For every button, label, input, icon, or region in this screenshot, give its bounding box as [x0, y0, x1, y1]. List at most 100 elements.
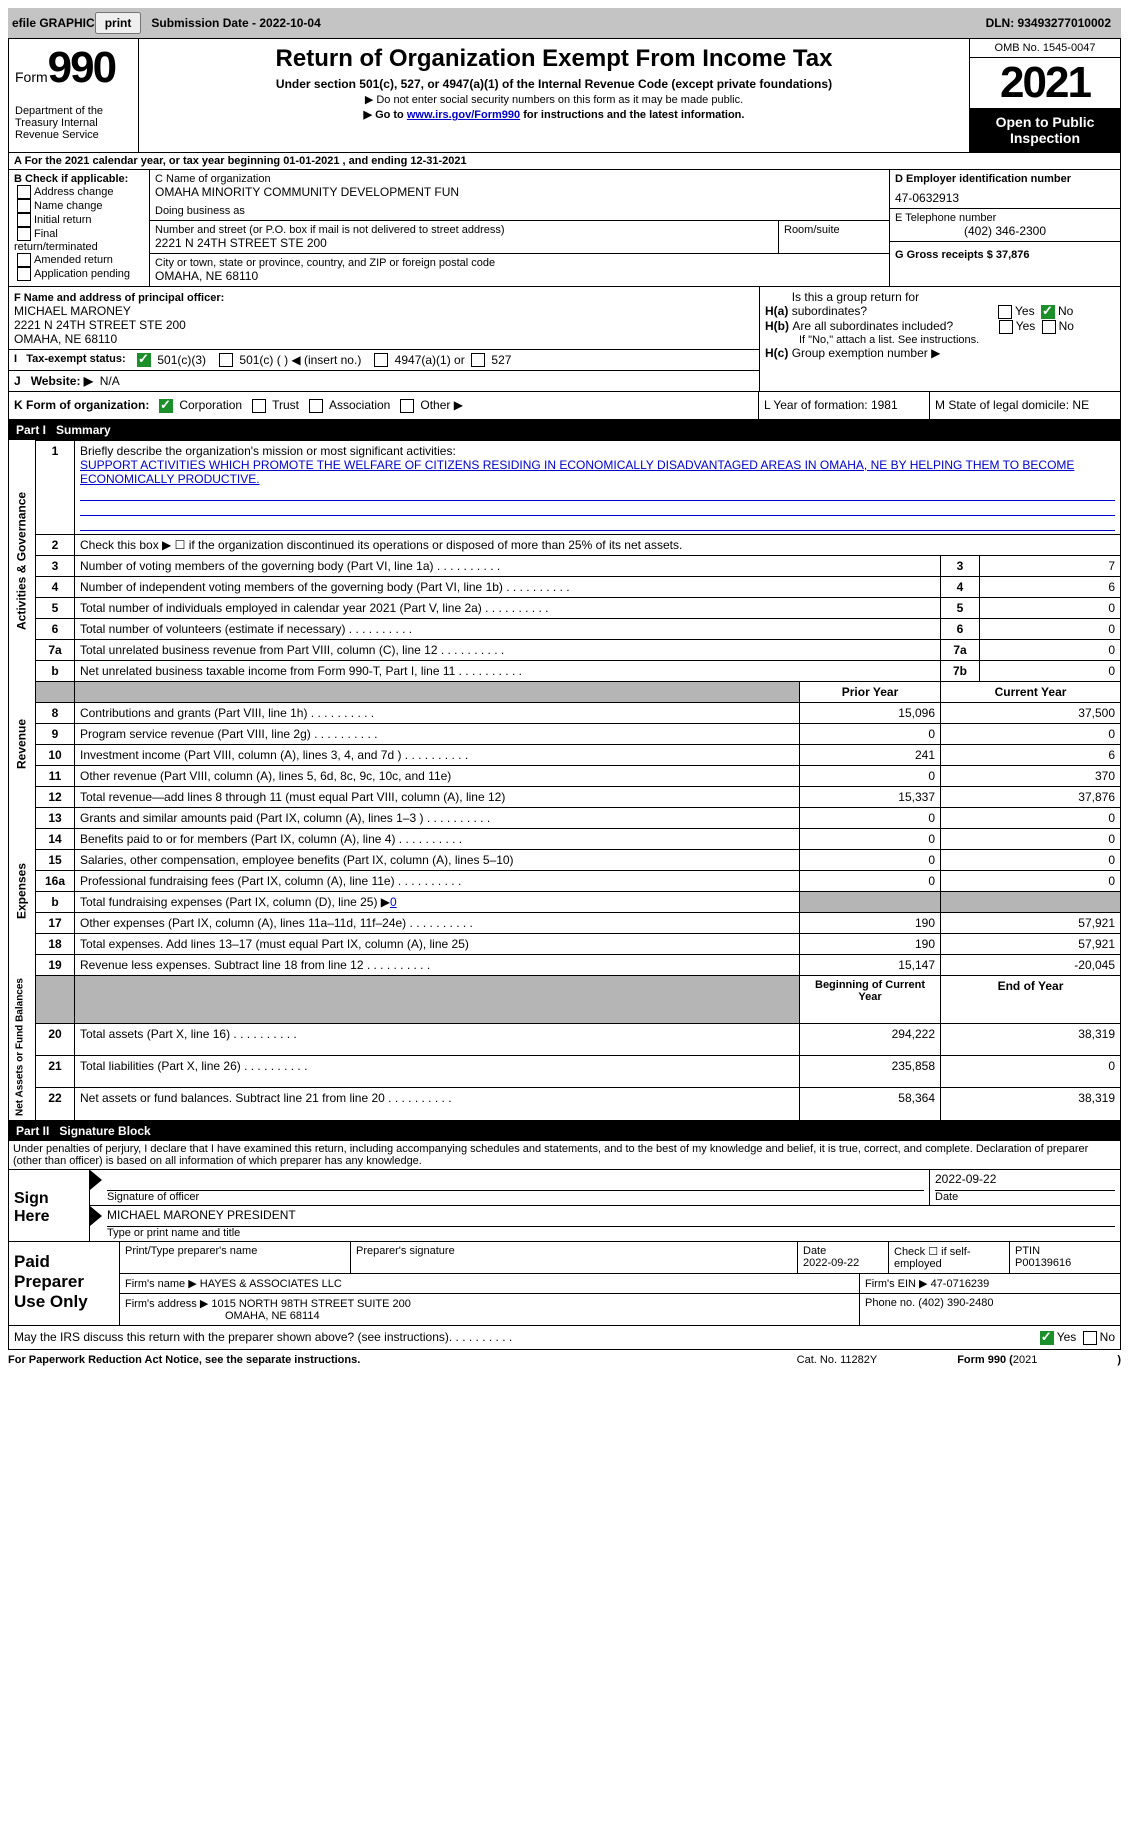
chk-4947[interactable] [374, 353, 388, 367]
website-value: N/A [100, 374, 120, 388]
sig-officer-label: Signature of officer [107, 1191, 924, 1203]
firm-ein-label: Firm's EIN ▶ [865, 1278, 928, 1290]
end-hdr: End of Year [941, 975, 1121, 1023]
chk-amended[interactable]: Amended return [14, 253, 144, 267]
officer-city: OMAHA, NE 68110 [14, 332, 117, 346]
chk-assoc[interactable] [309, 399, 323, 413]
gross-receipts: G Gross receipts $ 37,876 [890, 242, 1120, 268]
note2-post: for instructions and the latest informat… [520, 109, 744, 121]
pp-check[interactable]: Check ☐ if self-employed [889, 1242, 1010, 1273]
box-deg: D Employer identification number 47-0632… [890, 170, 1120, 286]
firm-addr: 1015 NORTH 98TH STREET SUITE 200 [211, 1298, 411, 1310]
chk-initial[interactable]: Initial return [14, 213, 144, 227]
pp-name-label: Print/Type preparer's name [120, 1242, 351, 1273]
c12: 37,876 [941, 786, 1121, 807]
begin-hdr: Beginning of Current Year [800, 975, 941, 1023]
box-h: H(a) Is this a group return for subordin… [760, 287, 1120, 391]
chk-501c3[interactable] [137, 353, 151, 367]
p16b [800, 891, 941, 912]
current-year-hdr: Current Year [941, 681, 1121, 702]
sig-line[interactable] [107, 1172, 924, 1191]
box-c: C Name of organization OMAHA MINORITY CO… [150, 170, 890, 286]
open-to-public: Open to Public Inspection [970, 108, 1120, 152]
part-ii-num: Part II [16, 1124, 49, 1138]
v7a: 0 [980, 639, 1121, 660]
p14: 0 [800, 828, 941, 849]
top-info-block: B Check if applicable: Address change Na… [8, 170, 1121, 287]
side-revenue: Revenue [9, 681, 36, 807]
part-i-header: Part I Summary [8, 420, 1121, 440]
l13: Grants and similar amounts paid (Part IX… [75, 807, 800, 828]
c20: 38,319 [941, 1023, 1121, 1055]
form-header: Form990 Department of the Treasury Inter… [8, 38, 1121, 153]
firm-name-label: Firm's name ▶ [125, 1278, 197, 1290]
c17: 57,921 [941, 912, 1121, 933]
l12: Total revenue—add lines 8 through 11 (mu… [75, 786, 800, 807]
chk-501c[interactable] [219, 353, 233, 367]
form-note-2: ▶ Go to www.irs.gov/Form990 for instruct… [145, 108, 963, 121]
p13: 0 [800, 807, 941, 828]
c18: 57,921 [941, 933, 1121, 954]
chk-527[interactable] [471, 353, 485, 367]
p8: 15,096 [800, 702, 941, 723]
l20: Total assets (Part X, line 16) [75, 1023, 800, 1055]
ha-no[interactable] [1041, 305, 1055, 319]
ha-label: Is this a group return for subordinates? [792, 290, 992, 318]
c19: -20,045 [941, 954, 1121, 975]
city-label: City or town, state or province, country… [155, 257, 884, 269]
omb-number: OMB No. 1545-0047 [970, 39, 1120, 58]
l21: Total liabilities (Part X, line 26) [75, 1056, 800, 1088]
l16a: Professional fundraising fees (Part IX, … [75, 870, 800, 891]
may-yes[interactable] [1040, 1331, 1054, 1345]
p21: 235,858 [800, 1056, 941, 1088]
may-no[interactable] [1083, 1331, 1097, 1345]
firm-phone-label: Phone no. [865, 1297, 915, 1309]
v6: 0 [980, 618, 1121, 639]
chk-trust[interactable] [252, 399, 266, 413]
mission-text[interactable]: SUPPORT ACTIVITIES WHICH PROMOTE THE WEL… [80, 458, 1074, 486]
form-title: Return of Organization Exempt From Incom… [145, 45, 963, 73]
side-activities: Activities & Governance [9, 440, 36, 681]
chk-corp[interactable] [159, 399, 173, 413]
box-i: I Tax-exempt status: 501(c)(3) 501(c) ( … [9, 350, 759, 371]
l11: Other revenue (Part VIII, column (A), li… [75, 765, 800, 786]
hb-yes[interactable] [999, 320, 1013, 334]
k-label: K Form of organization: [14, 398, 149, 412]
l16b-link[interactable]: 0 [390, 895, 397, 909]
name-label: C Name of organization [155, 173, 884, 185]
chk-pending[interactable]: Application pending [14, 267, 144, 281]
arrow-icon-2 [90, 1206, 102, 1226]
form-note-1: ▶ Do not enter social security numbers o… [145, 93, 963, 106]
form-subtitle: Under section 501(c), 527, or 4947(a)(1)… [145, 77, 963, 91]
print-button[interactable]: print [95, 12, 142, 34]
l2: Check this box ▶ ☐ if the organization d… [75, 534, 1121, 555]
chk-address[interactable]: Address change [14, 185, 144, 199]
hb-no[interactable] [1042, 320, 1056, 334]
pp-date-label: Date [803, 1245, 826, 1257]
hc-label: Group exemption number ▶ [792, 346, 941, 360]
ha-yes[interactable] [998, 305, 1012, 319]
irs-link[interactable]: www.irs.gov/Form990 [407, 109, 520, 121]
l6: Total number of volunteers (estimate if … [75, 618, 941, 639]
box-b-label: B Check if applicable: [14, 173, 144, 185]
chk-final[interactable]: Final return/terminated [14, 227, 144, 253]
p11: 0 [800, 765, 941, 786]
firm-city: OMAHA, NE 68114 [225, 1310, 320, 1322]
chk-name[interactable]: Name change [14, 199, 144, 213]
firm-addr-label: Firm's address ▶ [125, 1298, 208, 1310]
hb-label: Are all subordinates included? [792, 319, 992, 333]
prior-year-hdr: Prior Year [800, 681, 941, 702]
l15: Salaries, other compensation, employee b… [75, 849, 800, 870]
ein-value: 47-0632913 [895, 191, 1115, 205]
i-label: Tax-exempt status: [26, 353, 125, 365]
p15: 0 [800, 849, 941, 870]
chk-other[interactable] [400, 399, 414, 413]
l18: Total expenses. Add lines 13–17 (must eq… [75, 933, 800, 954]
opt-501c: 501(c) ( ) ◀ (insert no.) [239, 353, 361, 367]
officer-name: MICHAEL MARONEY [14, 304, 131, 318]
p16a: 0 [800, 870, 941, 891]
l19: Revenue less expenses. Subtract line 18 … [75, 954, 800, 975]
date-label: Date [935, 1191, 1115, 1203]
c9: 0 [941, 723, 1121, 744]
v7b: 0 [980, 660, 1121, 681]
